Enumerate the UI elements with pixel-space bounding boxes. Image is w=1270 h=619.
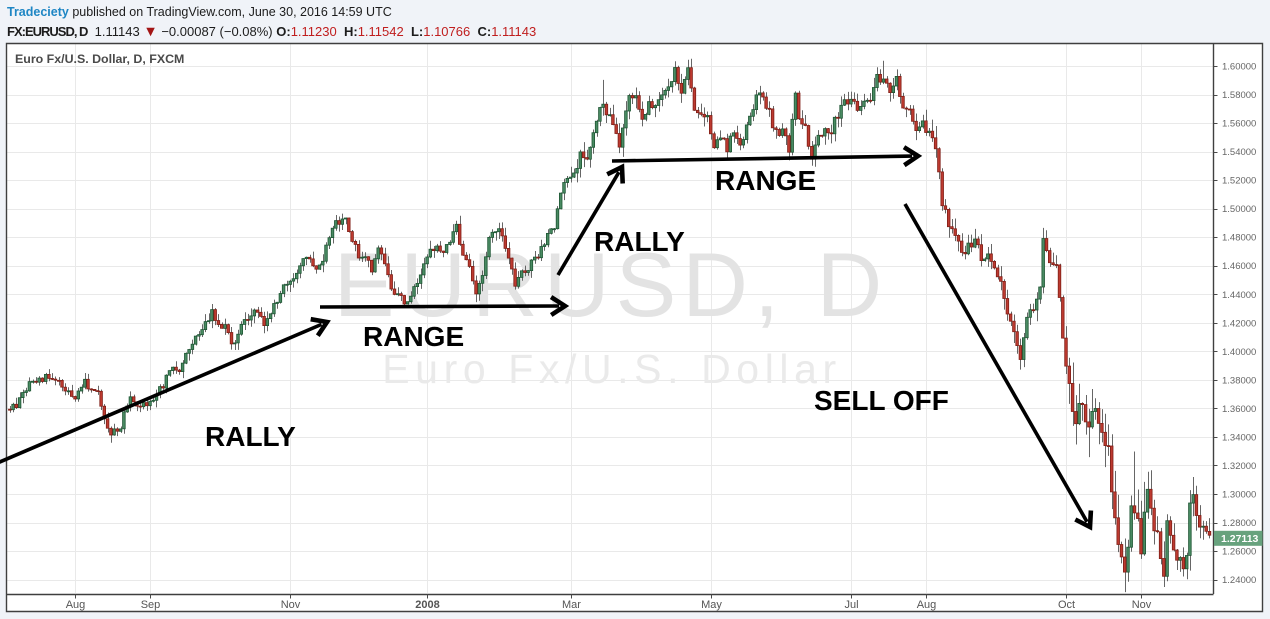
- svg-text:Jul: Jul: [844, 599, 858, 611]
- svg-text:SELL OFF: SELL OFF: [814, 385, 949, 416]
- svg-text:May: May: [701, 599, 722, 611]
- svg-text:RANGE: RANGE: [363, 321, 464, 352]
- svg-text:1.48000: 1.48000: [1222, 233, 1256, 244]
- svg-text:1.27113: 1.27113: [1221, 533, 1259, 545]
- svg-text:1.46000: 1.46000: [1222, 261, 1256, 272]
- svg-text:1.58000: 1.58000: [1222, 90, 1256, 101]
- svg-text:RANGE: RANGE: [715, 165, 816, 196]
- svg-text:2008: 2008: [415, 599, 439, 611]
- svg-text:RALLY: RALLY: [594, 226, 685, 257]
- svg-text:1.34000: 1.34000: [1222, 432, 1256, 443]
- svg-text:Aug: Aug: [917, 599, 937, 611]
- svg-text:1.54000: 1.54000: [1222, 147, 1256, 158]
- svg-text:Nov: Nov: [281, 599, 301, 611]
- svg-text:1.42000: 1.42000: [1222, 318, 1256, 329]
- svg-text:1.56000: 1.56000: [1222, 119, 1256, 130]
- svg-text:1.36000: 1.36000: [1222, 404, 1256, 415]
- svg-text:1.44000: 1.44000: [1222, 290, 1256, 301]
- svg-text:Nov: Nov: [1132, 599, 1152, 611]
- svg-text:1.50000: 1.50000: [1222, 204, 1256, 215]
- svg-text:1.28000: 1.28000: [1222, 518, 1256, 529]
- svg-text:1.24000: 1.24000: [1222, 575, 1256, 586]
- svg-text:Euro Fx/U.S. Dollar: Euro Fx/U.S. Dollar: [382, 346, 842, 392]
- svg-text:Euro Fx/U.S. Dollar, D, FXCM: Euro Fx/U.S. Dollar, D, FXCM: [15, 52, 184, 66]
- svg-text:RALLY: RALLY: [205, 421, 296, 452]
- svg-text:1.52000: 1.52000: [1222, 176, 1256, 187]
- svg-text:Aug: Aug: [66, 599, 86, 611]
- svg-text:Oct: Oct: [1058, 599, 1075, 611]
- svg-text:1.38000: 1.38000: [1222, 375, 1256, 386]
- svg-text:1.40000: 1.40000: [1222, 347, 1256, 358]
- svg-text:1.30000: 1.30000: [1222, 489, 1256, 500]
- svg-text:1.26000: 1.26000: [1222, 546, 1256, 557]
- svg-text:Mar: Mar: [562, 599, 581, 611]
- svg-text:1.32000: 1.32000: [1222, 461, 1256, 472]
- svg-text:1.60000: 1.60000: [1222, 62, 1256, 73]
- svg-text:Sep: Sep: [141, 599, 161, 611]
- svg-text:EURUSD, D: EURUSD, D: [334, 235, 889, 336]
